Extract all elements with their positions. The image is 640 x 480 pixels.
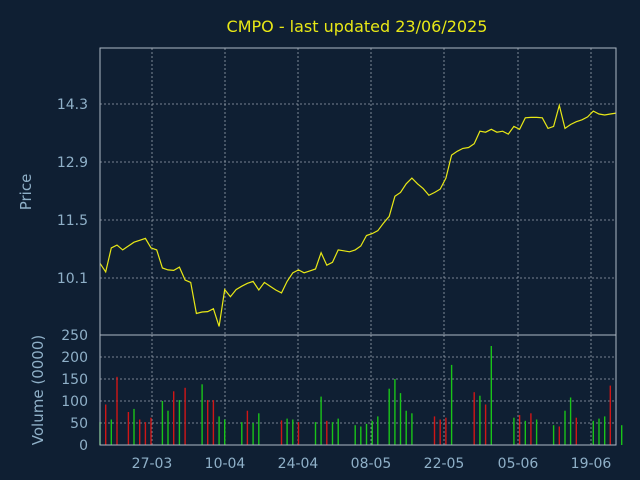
volume-y-tick-labels: 250 200 150 100 50 0: [61, 328, 88, 454]
x-tick-label: 24-04: [278, 456, 319, 472]
price-y-tick-label: 10.1: [57, 271, 88, 287]
volume-y-tick-label: 150: [61, 372, 88, 388]
x-tick-labels: 27-03 10-04 24-04 08-05 22-05 05-06 19-06: [132, 456, 612, 472]
volume-y-tick-label: 50: [70, 416, 88, 432]
x-tick-label: 08-05: [351, 456, 392, 472]
x-tick-label: 05-06: [498, 456, 539, 472]
volume-y-tick-label: 200: [61, 350, 88, 366]
volume-panel-frame: [99, 334, 617, 446]
volume-y-tick-label: 250: [61, 328, 88, 344]
volume-axis-label: Volume (0000): [29, 335, 47, 445]
price-line: [99, 103, 617, 327]
x-tick-label: 27-03: [132, 456, 173, 472]
chart-title: CMPO - last updated 23/06/2025: [227, 17, 488, 36]
price-axis-label: Price: [17, 174, 35, 211]
x-tick-label: 19-06: [571, 456, 612, 472]
volume-y-tick-label: 100: [61, 394, 88, 410]
volume-y-tick-label: 0: [79, 438, 88, 454]
price-y-tick-label: 11.5: [57, 213, 88, 229]
price-panel-frame: [99, 47, 617, 336]
volume-grid: [100, 335, 616, 445]
price-y-tick-labels: 14.3 12.9 11.5 10.1: [57, 97, 88, 287]
price-y-tick-label: 12.9: [57, 155, 88, 171]
x-tick-label: 22-05: [424, 456, 465, 472]
volume-bars: [99, 346, 623, 445]
x-tick-label: 10-04: [205, 456, 246, 472]
price-y-tick-label: 14.3: [57, 97, 88, 113]
price-grid: [100, 48, 616, 335]
